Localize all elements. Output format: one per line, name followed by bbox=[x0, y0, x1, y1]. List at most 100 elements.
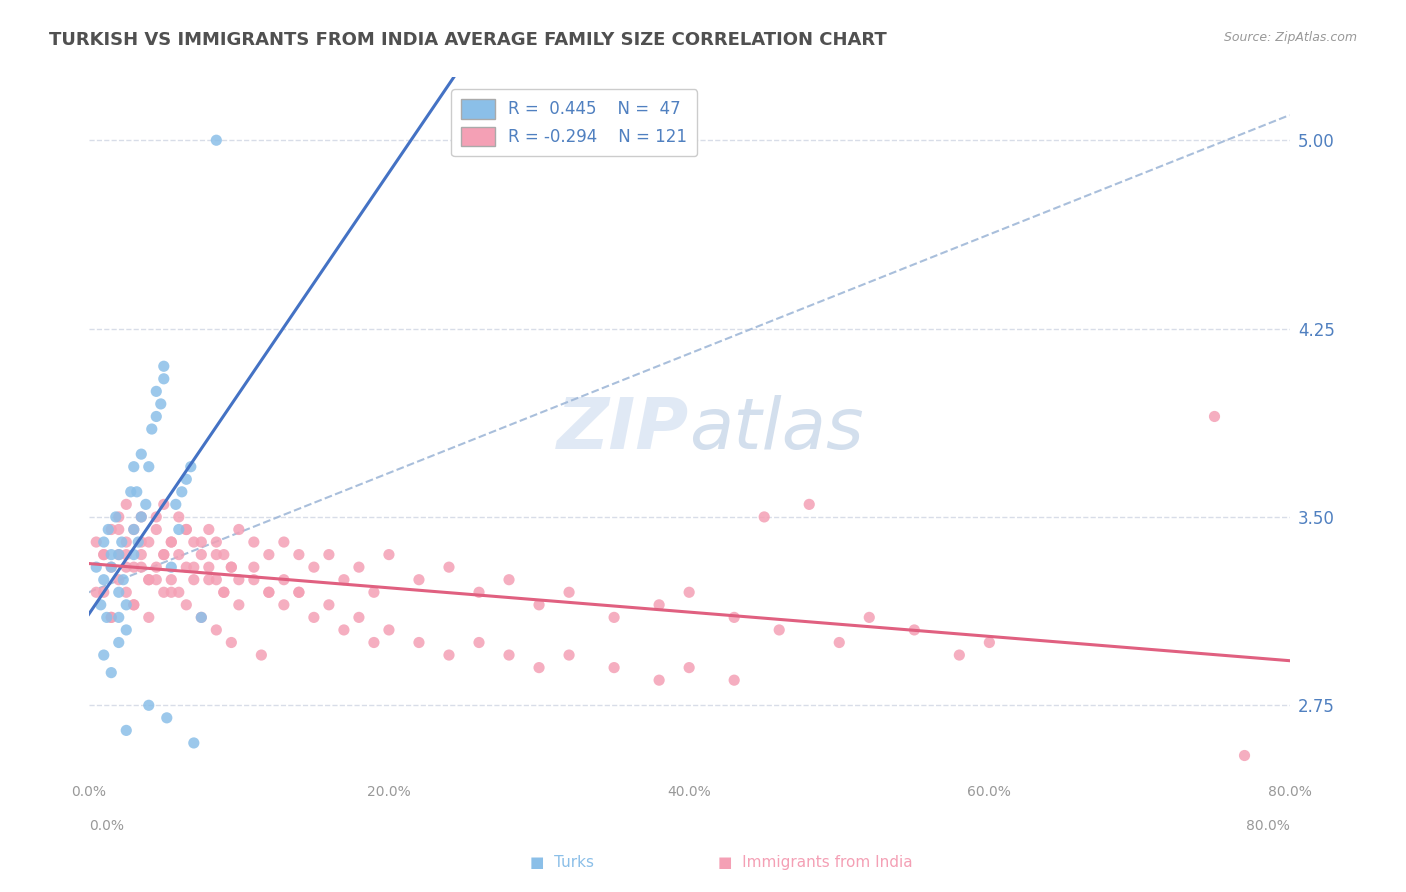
Point bbox=[160, 560, 183, 574]
Point bbox=[176, 523, 198, 537]
Point bbox=[408, 635, 430, 649]
Point bbox=[333, 623, 356, 637]
Point bbox=[84, 560, 107, 574]
Point bbox=[288, 585, 311, 599]
Point bbox=[190, 548, 212, 562]
Point bbox=[183, 736, 205, 750]
Point bbox=[205, 535, 228, 549]
Text: Source: ZipAtlas.com: Source: ZipAtlas.com bbox=[1223, 31, 1357, 45]
Point bbox=[288, 548, 311, 562]
Point bbox=[318, 598, 340, 612]
Point bbox=[273, 573, 295, 587]
Point bbox=[152, 585, 174, 599]
Point bbox=[257, 585, 280, 599]
Point bbox=[156, 711, 179, 725]
Point bbox=[190, 535, 212, 549]
Point bbox=[107, 610, 129, 624]
Point bbox=[378, 623, 401, 637]
Point bbox=[167, 585, 190, 599]
Point bbox=[176, 598, 198, 612]
Point bbox=[678, 585, 700, 599]
Point bbox=[160, 535, 183, 549]
Point bbox=[176, 523, 198, 537]
Point bbox=[107, 548, 129, 562]
Point bbox=[152, 359, 174, 374]
Point bbox=[152, 497, 174, 511]
Point bbox=[527, 598, 550, 612]
Point bbox=[176, 560, 198, 574]
Point bbox=[104, 510, 127, 524]
Point bbox=[145, 523, 167, 537]
Point bbox=[243, 560, 266, 574]
Point bbox=[122, 560, 145, 574]
Point bbox=[145, 573, 167, 587]
Point bbox=[107, 585, 129, 599]
Point bbox=[1233, 748, 1256, 763]
Point bbox=[90, 598, 112, 612]
Point bbox=[221, 635, 243, 649]
Point bbox=[603, 660, 626, 674]
Point bbox=[903, 623, 925, 637]
Point bbox=[257, 585, 280, 599]
Point bbox=[198, 523, 221, 537]
Point bbox=[138, 573, 160, 587]
Point bbox=[858, 610, 880, 624]
Point bbox=[408, 573, 430, 587]
Point bbox=[93, 585, 115, 599]
Point bbox=[141, 422, 163, 436]
Point bbox=[723, 610, 745, 624]
Point bbox=[498, 573, 520, 587]
Point bbox=[122, 523, 145, 537]
Point bbox=[183, 560, 205, 574]
Point bbox=[84, 535, 107, 549]
Point bbox=[205, 548, 228, 562]
Point bbox=[115, 598, 138, 612]
Point bbox=[273, 535, 295, 549]
Point bbox=[127, 535, 149, 549]
Point bbox=[167, 510, 190, 524]
Point bbox=[100, 610, 122, 624]
Point bbox=[111, 535, 134, 549]
Text: 0.0%: 0.0% bbox=[89, 819, 124, 833]
Point bbox=[100, 523, 122, 537]
Point bbox=[212, 585, 235, 599]
Point bbox=[107, 573, 129, 587]
Point bbox=[167, 548, 190, 562]
Point bbox=[198, 560, 221, 574]
Text: TURKISH VS IMMIGRANTS FROM INDIA AVERAGE FAMILY SIZE CORRELATION CHART: TURKISH VS IMMIGRANTS FROM INDIA AVERAGE… bbox=[49, 31, 887, 49]
Point bbox=[558, 585, 581, 599]
Point bbox=[138, 573, 160, 587]
Point bbox=[112, 573, 135, 587]
Point bbox=[129, 548, 152, 562]
Point bbox=[221, 560, 243, 574]
Point bbox=[115, 535, 138, 549]
Point bbox=[205, 623, 228, 637]
Point bbox=[288, 585, 311, 599]
Point bbox=[212, 548, 235, 562]
Point bbox=[138, 459, 160, 474]
Point bbox=[363, 585, 385, 599]
Point bbox=[828, 635, 851, 649]
Point bbox=[183, 535, 205, 549]
Point bbox=[754, 510, 776, 524]
Point bbox=[363, 635, 385, 649]
Point bbox=[115, 548, 138, 562]
Point bbox=[145, 384, 167, 399]
Text: ■  Immigrants from India: ■ Immigrants from India bbox=[718, 855, 912, 870]
Point bbox=[198, 573, 221, 587]
Point bbox=[190, 610, 212, 624]
Point bbox=[768, 623, 790, 637]
Point bbox=[93, 573, 115, 587]
Point bbox=[145, 560, 167, 574]
Point bbox=[160, 573, 183, 587]
Point bbox=[228, 523, 250, 537]
Point bbox=[527, 660, 550, 674]
Point bbox=[100, 610, 122, 624]
Point bbox=[122, 598, 145, 612]
Point bbox=[122, 459, 145, 474]
Point bbox=[107, 510, 129, 524]
Point bbox=[558, 648, 581, 662]
Point bbox=[243, 535, 266, 549]
Point bbox=[84, 585, 107, 599]
Text: ■  Turks: ■ Turks bbox=[530, 855, 595, 870]
